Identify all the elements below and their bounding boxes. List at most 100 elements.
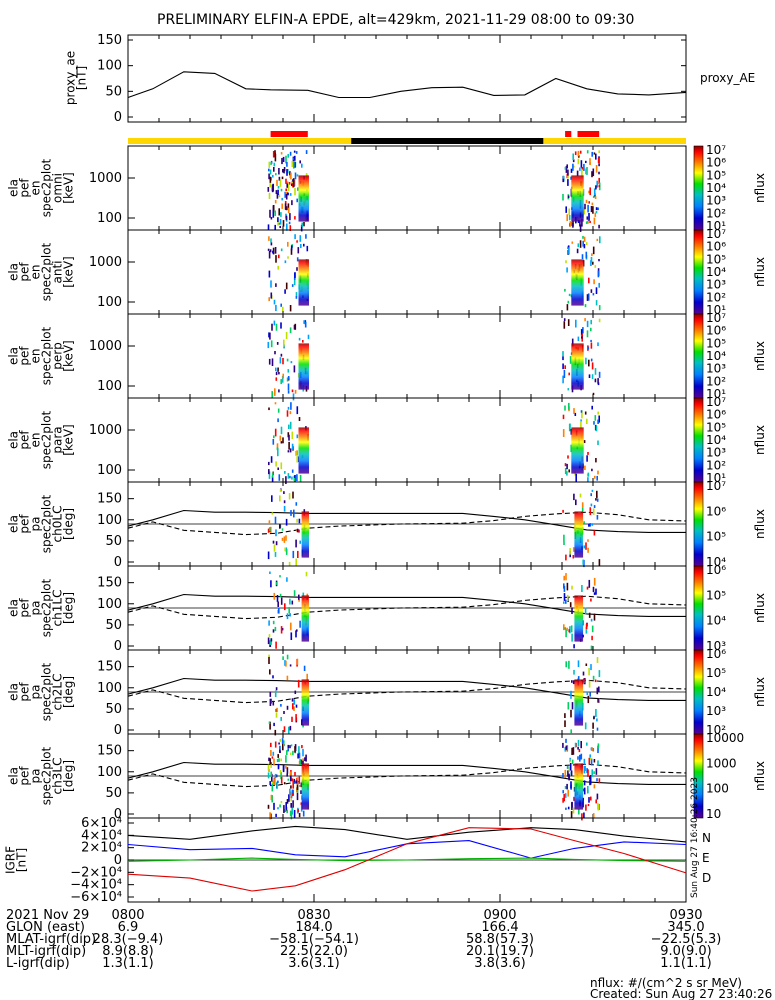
footer-value: 20.1(19.7) — [466, 944, 534, 959]
energy-panel-1-colorbar-tick: 10² — [706, 290, 726, 304]
spectrogram-pixel — [293, 180, 295, 188]
spectrogram-pixel — [267, 528, 270, 533]
spectrogram-pixel — [301, 163, 303, 168]
spectrogram-pixel — [587, 769, 589, 777]
spectrogram-pixel — [586, 320, 589, 328]
pitch-tick: 150 — [97, 660, 122, 675]
spectrogram-core — [298, 427, 310, 474]
spectrogram-pixel — [291, 431, 294, 439]
spectrogram-pixel — [279, 495, 281, 502]
spectrogram-pixel — [593, 217, 596, 225]
igrf-tick: 6×10⁴ — [81, 816, 122, 831]
pitch-panel-ylabel: elapefpaspec2plotch0LC[deg] — [7, 494, 76, 553]
spectrogram-pixel — [579, 220, 581, 227]
spectrogram-pixel — [278, 168, 280, 175]
spectrogram-pixel — [305, 754, 307, 762]
spectrogram-pixel — [290, 245, 293, 251]
spectrogram-pixel — [298, 529, 300, 533]
pitch-panel-ylabel: elapefpaspec2plotch2LC[deg] — [7, 662, 76, 721]
spectrogram-pixel — [593, 613, 596, 621]
spectrogram-pixel — [283, 339, 285, 347]
spectrogram-pixel — [588, 277, 590, 284]
spectrogram-pixel — [590, 645, 593, 650]
spectrogram-pixel — [282, 764, 285, 773]
energy-panel-1-colorbar-tick: 10³ — [706, 278, 726, 292]
footer-value: 9.0(9.0) — [660, 944, 712, 959]
spectrogram-pixel — [290, 803, 292, 808]
spectrogram-pixel — [589, 507, 592, 516]
spectrogram-pixel — [278, 176, 281, 181]
spectrogram-pixel — [585, 627, 588, 634]
spectrogram-pixel — [275, 377, 278, 381]
spectrogram-pixel — [596, 498, 599, 502]
spectrogram-pixel — [586, 216, 589, 220]
footer-value: 1.1(1.1) — [660, 956, 712, 971]
spectrogram-pixel — [271, 475, 274, 483]
spectrogram-pixel — [595, 185, 597, 190]
spectrogram-pixel — [280, 303, 282, 307]
spectrogram-pixel — [297, 753, 299, 759]
spectrogram-pixel — [287, 383, 290, 391]
spectrogram-pixel — [563, 624, 565, 631]
pitch-panel-3-colorbar-tick: 10 — [706, 807, 721, 821]
spectrogram-pixel — [598, 282, 600, 288]
energy-panel-0-colorbar-tick: 10² — [706, 206, 726, 220]
spectrogram-pixel — [268, 161, 271, 168]
spectrogram-pixel — [286, 181, 289, 184]
spectrogram-pixel — [271, 323, 273, 331]
spectrogram-pixel — [582, 800, 584, 808]
loss-cone-line — [127, 761, 686, 785]
spectrogram-pixel — [578, 155, 580, 158]
spectrogram-pixel — [576, 170, 579, 177]
pitch-tick: 50 — [105, 534, 122, 549]
spectrogram-pixel — [597, 411, 599, 415]
spectrogram-pixel — [276, 179, 278, 186]
energy-tick: 1000 — [89, 255, 122, 270]
spectrogram-pixel — [284, 660, 286, 666]
spectrogram-pixel — [283, 726, 286, 733]
spectrogram-pixel — [564, 793, 567, 798]
spectrogram-pixel — [272, 439, 275, 445]
spectrogram-pixel — [286, 410, 289, 417]
spectrogram-pixel — [590, 758, 593, 766]
spectrogram-core — [574, 511, 584, 558]
energy-panel-1-colorbar-tick: 10¹ — [706, 303, 726, 317]
spectrogram-pixel — [574, 412, 577, 416]
energy-panel-2-colorbar-tick: 10⁵ — [706, 336, 726, 350]
spectrogram-pixel — [583, 207, 585, 215]
spectrogram-pixel — [593, 592, 596, 595]
status-bar-segment — [543, 138, 686, 144]
spectrogram-core — [571, 343, 584, 390]
spectrogram-pixel — [296, 518, 298, 523]
spectrogram-pixel — [294, 272, 296, 278]
spectrogram-pixel — [283, 740, 285, 744]
spectrogram-pixel — [269, 698, 272, 706]
spectrogram-pixel — [597, 342, 599, 347]
spectrogram-pixel — [566, 267, 568, 273]
spectrogram-pixel — [275, 371, 278, 376]
spectrogram-pixel — [297, 679, 300, 688]
spectrogram-pixel — [583, 244, 586, 249]
spectrogram-pixel — [268, 757, 270, 762]
spectrogram-pixel — [268, 297, 270, 302]
spectrogram-pixel — [596, 727, 599, 731]
spectrogram-pixel — [270, 340, 273, 348]
energy-panel-3-colorbar-tick: 10⁶ — [706, 408, 726, 422]
igrf-total-line — [127, 825, 687, 843]
spectrogram-pixel — [274, 247, 277, 254]
spectrogram-pixel — [581, 502, 584, 508]
spectrogram-pixel — [275, 255, 277, 263]
spectrogram-pixel — [568, 247, 570, 255]
spectrogram-pixel — [571, 759, 574, 764]
spectrogram-pixel — [289, 725, 292, 731]
spectrogram-pixel — [596, 793, 599, 800]
spectrogram-pixel — [564, 166, 567, 170]
spectrogram-pixel — [564, 463, 567, 467]
spectrogram-pixel — [299, 758, 301, 765]
spectrogram-pixel — [281, 158, 283, 165]
spectrogram-pixel — [565, 738, 567, 743]
footer-row-label: MLT-igrf(dip) — [6, 944, 86, 959]
spectrogram-pixel — [592, 392, 595, 395]
spectrogram-pixel — [277, 601, 279, 607]
spectrogram-pixel — [586, 294, 589, 301]
